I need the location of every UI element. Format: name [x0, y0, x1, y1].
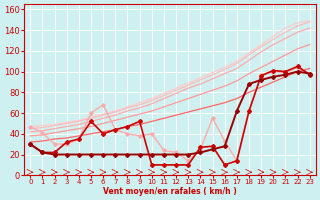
X-axis label: Vent moyen/en rafales ( km/h ): Vent moyen/en rafales ( km/h )	[103, 187, 237, 196]
